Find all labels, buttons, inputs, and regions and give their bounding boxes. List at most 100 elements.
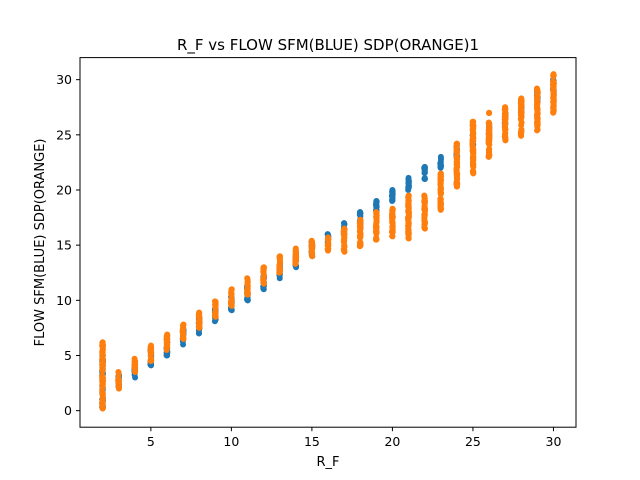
data-point-series-2 bbox=[485, 140, 492, 147]
data-point-series-2 bbox=[486, 148, 493, 155]
data-point-series-2 bbox=[325, 239, 332, 246]
data-point-series-2 bbox=[502, 135, 509, 142]
data-point-series-2 bbox=[405, 212, 412, 219]
data-point-series-2 bbox=[550, 103, 557, 109]
data-point-series-1 bbox=[405, 184, 412, 191]
data-point-series-2 bbox=[244, 276, 251, 283]
data-point-series-2 bbox=[99, 361, 106, 368]
data-point-series-1 bbox=[389, 196, 396, 203]
data-point-series-2 bbox=[518, 126, 525, 133]
data-point-series-2 bbox=[550, 90, 557, 97]
plot-points bbox=[99, 71, 557, 412]
data-point-series-2 bbox=[148, 355, 155, 362]
data-point-series-2 bbox=[309, 250, 316, 257]
data-point-series-1 bbox=[421, 164, 428, 171]
data-point-series-2 bbox=[453, 161, 460, 168]
data-point-series-2 bbox=[357, 240, 364, 247]
data-point-series-2 bbox=[163, 337, 170, 344]
y-tick-label: 25 bbox=[56, 127, 72, 142]
data-point-series-2 bbox=[373, 236, 380, 243]
x-tick-label: 10 bbox=[223, 434, 239, 449]
data-point-series-2 bbox=[453, 168, 460, 175]
data-point-series-2 bbox=[517, 105, 524, 112]
data-point-series-2 bbox=[486, 120, 493, 127]
data-point-series-2 bbox=[260, 267, 267, 274]
x-tick-label: 5 bbox=[147, 434, 155, 449]
y-tick-label: 5 bbox=[64, 348, 72, 363]
plot-frame bbox=[79, 57, 577, 428]
data-point-series-1 bbox=[421, 175, 428, 182]
data-point-series-2 bbox=[293, 253, 300, 260]
x-axis: 5 10 15 20 25 30 bbox=[147, 427, 562, 449]
y-tick-label: 10 bbox=[56, 293, 72, 308]
data-point-series-2 bbox=[421, 198, 428, 205]
data-point-series-2 bbox=[405, 217, 412, 224]
data-point-series-2 bbox=[437, 186, 444, 193]
data-point-series-2 bbox=[115, 379, 122, 386]
data-point-series-2 bbox=[534, 118, 541, 125]
data-point-series-2 bbox=[550, 97, 557, 104]
data-point-series-1 bbox=[373, 198, 380, 205]
data-point-series-2 bbox=[405, 222, 412, 229]
data-point-series-2 bbox=[469, 136, 476, 143]
data-point-series-2 bbox=[341, 231, 348, 238]
data-point-series-2 bbox=[421, 215, 428, 222]
data-point-series-2 bbox=[405, 231, 412, 238]
data-point-series-2 bbox=[99, 340, 106, 347]
data-point-series-2 bbox=[324, 245, 331, 252]
data-point-series-2 bbox=[502, 112, 509, 119]
data-point-series-2 bbox=[341, 225, 348, 232]
data-point-series-2 bbox=[211, 310, 218, 317]
y-axis: 0 5 10 15 20 25 30 bbox=[56, 72, 80, 418]
data-point-series-2 bbox=[501, 105, 508, 112]
data-point-series-2 bbox=[180, 333, 187, 339]
data-point-series-2 bbox=[518, 112, 525, 119]
data-point-series-2 bbox=[131, 361, 138, 368]
data-point-series-2 bbox=[99, 403, 106, 410]
data-point-series-2 bbox=[389, 224, 396, 231]
data-point-series-2 bbox=[389, 207, 396, 214]
data-point-series-2 bbox=[437, 180, 444, 187]
data-point-series-2 bbox=[164, 332, 171, 339]
data-point-series-2 bbox=[437, 171, 444, 178]
data-point-series-2 bbox=[276, 254, 283, 261]
data-point-series-2 bbox=[341, 248, 348, 255]
data-point-series-2 bbox=[180, 321, 187, 328]
data-point-series-2 bbox=[212, 304, 219, 311]
data-point-series-2 bbox=[357, 233, 364, 240]
data-point-series-2 bbox=[486, 110, 493, 117]
data-point-series-2 bbox=[453, 149, 460, 156]
data-point-series-2 bbox=[179, 327, 186, 334]
data-point-series-2 bbox=[421, 194, 428, 201]
data-point-series-2 bbox=[454, 155, 461, 162]
data-point-series-2 bbox=[99, 375, 106, 382]
data-point-series-2 bbox=[389, 229, 396, 236]
data-point-series-2 bbox=[163, 345, 170, 351]
data-point-series-2 bbox=[99, 367, 106, 374]
data-point-series-2 bbox=[470, 162, 476, 169]
data-point-series-2 bbox=[292, 247, 299, 254]
data-point-series-2 bbox=[421, 205, 428, 212]
data-point-series-1 bbox=[405, 178, 412, 185]
data-point-series-2 bbox=[533, 101, 540, 108]
data-point-series-2 bbox=[437, 191, 444, 198]
chart-title: R_F vs FLOW SFM(BLUE) SDP(ORANGE)1 bbox=[177, 36, 479, 55]
data-point-series-2 bbox=[260, 275, 267, 282]
y-tick-label: 20 bbox=[56, 182, 72, 197]
data-point-series-2 bbox=[341, 239, 348, 246]
x-tick-label: 25 bbox=[465, 434, 481, 449]
data-point-series-2 bbox=[99, 394, 106, 401]
data-point-series-2 bbox=[534, 94, 541, 101]
data-point-series-2 bbox=[115, 372, 122, 379]
data-point-series-2 bbox=[469, 122, 476, 129]
data-point-series-2 bbox=[99, 381, 106, 388]
data-point-series-2 bbox=[373, 209, 380, 216]
x-tick-label: 30 bbox=[546, 434, 562, 449]
x-tick-label: 20 bbox=[384, 434, 400, 449]
x-axis-label: R_F bbox=[316, 455, 339, 470]
data-point-series-2 bbox=[195, 312, 202, 319]
data-point-series-2 bbox=[534, 86, 541, 93]
data-point-series-2 bbox=[99, 390, 106, 397]
data-point-series-1 bbox=[438, 162, 445, 169]
